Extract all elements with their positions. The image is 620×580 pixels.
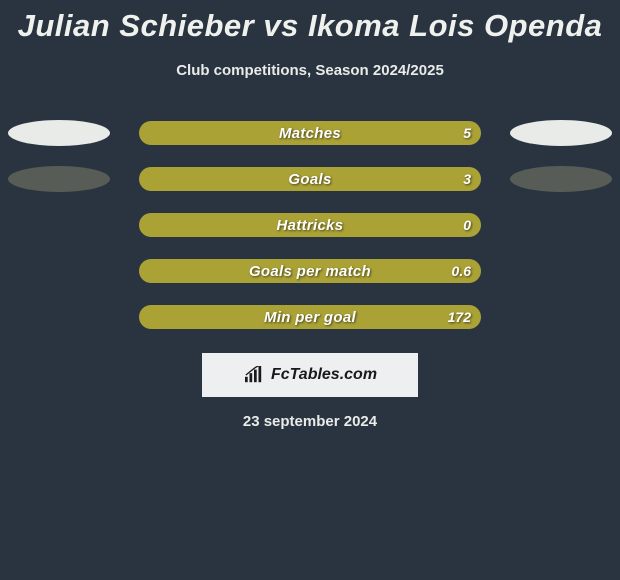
stat-label: Matches bbox=[279, 125, 341, 142]
stats-rows: Matches 5 Goals 3 Hattricks 0 Goals per match 0… bbox=[0, 121, 620, 329]
stat-value: 172 bbox=[448, 305, 471, 329]
stat-row: Goals 3 bbox=[0, 167, 620, 191]
stat-value: 0 bbox=[463, 213, 471, 237]
stat-row: Min per goal 172 bbox=[0, 305, 620, 329]
stat-row: Hattricks 0 bbox=[0, 213, 620, 237]
stat-row: Matches 5 bbox=[0, 121, 620, 145]
stat-value: 3 bbox=[463, 167, 471, 191]
stat-row: Goals per match 0.6 bbox=[0, 259, 620, 283]
stat-bar: Min per goal 172 bbox=[139, 305, 481, 329]
stat-value: 0.6 bbox=[452, 259, 471, 283]
stat-bar: Matches 5 bbox=[139, 121, 481, 145]
bar-chart-icon bbox=[243, 366, 265, 384]
footer-logo: FcTables.com bbox=[243, 366, 377, 384]
footer-brand-text: FcTables.com bbox=[271, 366, 377, 384]
stat-bar: Goals 3 bbox=[139, 167, 481, 191]
player-right-indicator bbox=[510, 166, 612, 192]
footer-brand-box[interactable]: FcTables.com bbox=[202, 353, 418, 397]
stat-label: Goals per match bbox=[249, 263, 371, 280]
main-container: Julian Schieber vs Ikoma Lois Openda Clu… bbox=[0, 0, 620, 430]
page-title: Julian Schieber vs Ikoma Lois Openda bbox=[0, 8, 620, 44]
stat-bar: Goals per match 0.6 bbox=[139, 259, 481, 283]
stat-label: Hattricks bbox=[277, 217, 344, 234]
stat-value: 5 bbox=[463, 121, 471, 145]
stat-bar: Hattricks 0 bbox=[139, 213, 481, 237]
footer-date: 23 september 2024 bbox=[0, 413, 620, 430]
player-left-indicator bbox=[8, 120, 110, 146]
subtitle: Club competitions, Season 2024/2025 bbox=[0, 62, 620, 79]
player-left-indicator bbox=[8, 166, 110, 192]
stat-label: Goals bbox=[288, 171, 331, 188]
stat-label: Min per goal bbox=[264, 309, 356, 326]
player-right-indicator bbox=[510, 120, 612, 146]
